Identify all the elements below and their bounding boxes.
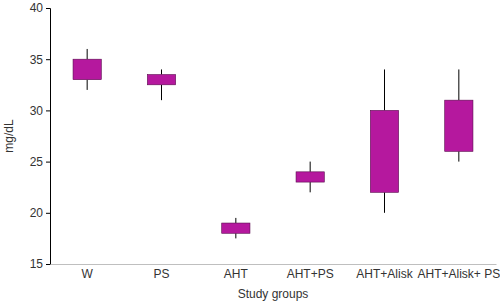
box-group <box>296 162 324 193</box>
upper-whisker <box>87 49 88 59</box>
lower-whisker <box>161 85 162 100</box>
y-tick: 35 <box>30 53 50 67</box>
box <box>73 59 101 79</box>
box-group <box>222 218 250 238</box>
y-tick-mark <box>46 213 50 214</box>
plot: 15 20 25 30 35 40 W PS AHT AHT+PS AHT+Alisk AHT+Ali… <box>30 1 500 280</box>
x-tick-label: AHT+PS <box>287 267 334 281</box>
lower-whisker <box>87 80 88 90</box>
y-tick-mark <box>46 59 50 60</box>
y-tick-label: 20 <box>30 206 44 220</box>
upper-whisker <box>458 69 459 100</box>
box-group <box>147 69 175 100</box>
y-tick-mark <box>46 110 50 111</box>
y-tick-mark <box>46 162 50 163</box>
y-axis-title: mg/dL <box>2 119 16 153</box>
box <box>147 75 175 85</box>
box-group <box>445 69 473 161</box>
box-group <box>73 49 101 90</box>
lower-whisker <box>384 192 385 212</box>
lower-whisker <box>310 182 311 192</box>
x-axis-title: Study groups <box>238 287 309 301</box>
x-tick: AHT+Alisk <box>356 264 413 281</box>
y-axis-line <box>46 9 51 265</box>
box <box>296 172 324 182</box>
x-tick-label: AHT+Alisk <box>356 267 413 281</box>
lower-whisker <box>458 151 459 161</box>
y-tick-label: 35 <box>30 53 44 67</box>
x-axis: W PS AHT AHT+PS AHT+Alisk AHT+Alisk+ PS <box>51 264 500 281</box>
x-tick-label: W <box>82 267 94 281</box>
y-tick: 20 <box>30 206 50 220</box>
chart: 15 20 25 30 35 40 W PS AHT AHT+PS AHT+Alisk AHT+Ali… <box>0 0 500 302</box>
y-tick: 15 <box>30 257 50 271</box>
x-tick: AHT+Alisk+ PS <box>417 264 500 281</box>
y-tick-mark <box>46 8 50 9</box>
box <box>445 100 473 151</box>
x-tick: AHT <box>224 264 249 281</box>
upper-whisker <box>310 162 311 172</box>
lower-whisker <box>235 233 236 238</box>
y-tick-label: 15 <box>30 257 44 271</box>
y-tick: 30 <box>30 104 50 118</box>
y-tick-mark <box>46 264 50 265</box>
upper-whisker <box>161 69 162 74</box>
upper-whisker <box>384 69 385 110</box>
y-tick-label: 30 <box>30 104 44 118</box>
x-tick-label: AHT+Alisk+ PS <box>417 267 500 281</box>
box-group <box>370 69 398 212</box>
x-tick: W <box>82 264 94 281</box>
x-tick-label: PS <box>153 267 169 281</box>
x-tick: AHT+PS <box>287 264 334 281</box>
y-tick-label: 25 <box>30 155 44 169</box>
x-axis-line <box>51 264 497 265</box>
y-axis: 15 20 25 30 35 40 <box>30 1 51 271</box>
x-tick: PS <box>153 264 169 281</box>
box <box>370 110 398 192</box>
boxes <box>73 49 473 238</box>
upper-whisker <box>235 218 236 223</box>
x-tick-label: AHT <box>224 267 249 281</box>
y-tick: 25 <box>30 155 50 169</box>
box <box>222 223 250 233</box>
y-tick-label: 40 <box>30 1 44 15</box>
y-tick: 40 <box>30 1 50 15</box>
